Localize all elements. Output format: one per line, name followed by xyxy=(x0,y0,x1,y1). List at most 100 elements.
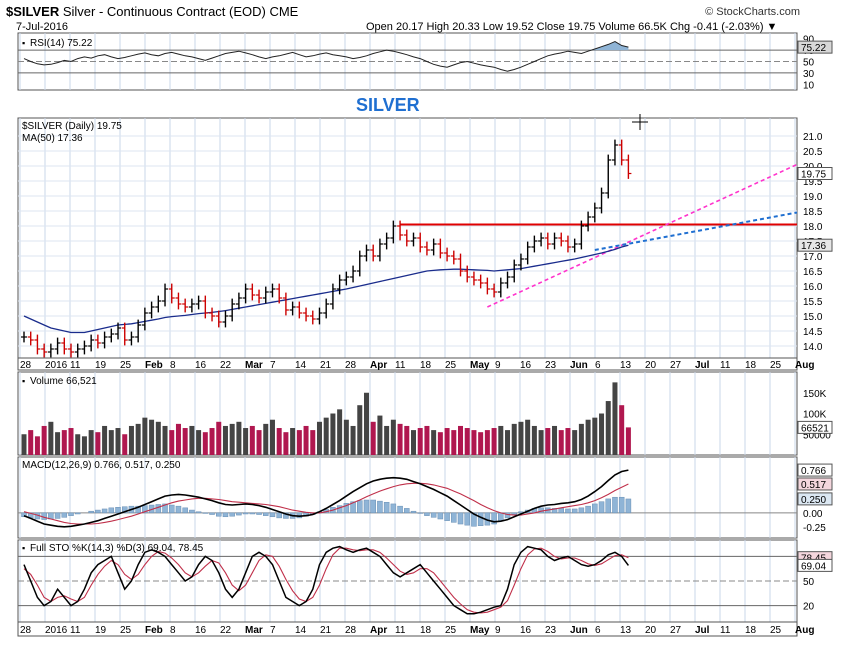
volume-bar xyxy=(545,428,551,455)
macd-histogram-bar xyxy=(578,507,585,514)
chart-symbol: $SILVER Silver - Continuous Contract (EO… xyxy=(6,4,298,19)
volume-bar xyxy=(229,423,235,455)
macd-histogram-bar xyxy=(417,512,423,514)
sto-k-line xyxy=(23,545,630,615)
bottom-x-label: 28 xyxy=(20,625,32,636)
macd-histogram-bar xyxy=(377,500,383,514)
bottom-x-label: 20 xyxy=(645,625,657,636)
price-last-close-box xyxy=(797,167,833,180)
rsi-tick-label: 90 xyxy=(803,35,815,46)
macd-histogram-bar xyxy=(74,512,81,515)
price-x-label: 13 xyxy=(620,360,632,371)
bottom-x-label: 25 xyxy=(770,625,782,636)
bottom-x-label: 27 xyxy=(670,625,682,636)
volume-bar xyxy=(377,415,383,455)
volume-bar xyxy=(88,430,94,455)
volume-bar xyxy=(209,428,215,455)
bottom-x-label: 11 xyxy=(70,625,81,636)
macd-title: MACD(12,26,9) 0.766, 0.517, 0.250 xyxy=(22,460,181,471)
price-x-label: 18 xyxy=(420,360,432,371)
bottom-x-label: 18 xyxy=(420,625,432,636)
volume-bar xyxy=(605,401,611,455)
macd-histogram-bar xyxy=(504,512,511,519)
price-legend-symbol: $SILVER (Daily) 19.75 xyxy=(22,121,122,132)
bottom-x-label: 28 xyxy=(345,625,357,636)
price-tick-label: 14.5 xyxy=(803,327,823,338)
macd-histogram-bar xyxy=(202,512,209,514)
volume-bar xyxy=(196,430,202,455)
ma-last-value: 17.36 xyxy=(801,241,826,252)
volume-bar xyxy=(531,425,537,455)
ohlc-readout: Open 20.17 High 20.33 Low 19.52 Close 19… xyxy=(366,21,778,33)
support-trendline xyxy=(487,163,798,308)
volume-bar xyxy=(491,428,497,455)
volume-bar xyxy=(283,432,289,455)
macd-histogram-bar xyxy=(162,503,168,514)
volume-legend-marker: ▪ xyxy=(22,376,25,386)
price-x-label: May xyxy=(470,360,490,371)
macd-histogram-bar xyxy=(283,512,289,519)
volume-bar xyxy=(397,423,403,455)
macd-histogram-bar xyxy=(363,499,370,514)
bottom-xaxis-strip xyxy=(17,621,798,637)
macd-histogram-bar xyxy=(168,504,175,514)
volume-bar xyxy=(625,427,631,455)
volume-bar xyxy=(444,428,450,455)
price-x-label: 22 xyxy=(220,360,232,371)
volume-bar xyxy=(565,428,571,455)
macd-histogram-bar xyxy=(464,512,470,526)
macd-histogram-bar xyxy=(383,501,390,514)
macd-histogram-bar xyxy=(437,512,444,520)
volume-bar xyxy=(276,428,282,455)
volume-bar xyxy=(337,409,343,455)
macd-histogram-bar xyxy=(182,507,188,514)
bottom-x-label: Feb xyxy=(145,625,163,636)
volume-bar xyxy=(256,430,262,455)
bottom-x-label: 22 xyxy=(220,625,232,636)
volume-bar xyxy=(48,421,54,455)
price-xaxis-strip xyxy=(17,357,798,371)
volume-bar xyxy=(585,419,591,455)
macd-histogram-bar xyxy=(336,505,343,514)
bottom-x-label: 25 xyxy=(445,625,457,636)
macd-histogram-bar xyxy=(343,503,350,514)
macd-histogram-bar xyxy=(88,510,94,514)
macd-histogram-bar xyxy=(121,506,128,514)
macd-histogram-bar xyxy=(350,501,356,514)
price-x-label: 16 xyxy=(195,360,207,371)
copyright: © StockCharts.com xyxy=(705,6,800,18)
bottom-x-label: 8 xyxy=(170,625,176,636)
volume-bar xyxy=(437,432,443,455)
volume-bar xyxy=(505,430,511,455)
volume-bar xyxy=(478,432,484,455)
volume-bar xyxy=(498,425,504,455)
macd-histogram-bar xyxy=(222,512,229,518)
volume-bar xyxy=(431,430,437,455)
macd-tick-label: 0.00 xyxy=(803,509,823,520)
volume-bar xyxy=(108,430,114,455)
volume-last-value: 66521 xyxy=(801,423,829,434)
macd-histogram-bar xyxy=(397,505,403,514)
volume-bar xyxy=(619,405,625,455)
macd-histogram-bar xyxy=(558,508,564,514)
volume-bar xyxy=(417,428,423,455)
macd-histogram-bar xyxy=(390,503,397,514)
macd-histogram-bar xyxy=(357,500,363,514)
ma-last-value-box xyxy=(797,238,833,252)
bottom-x-label: 14 xyxy=(295,625,307,636)
macd-signal-value: 0.517 xyxy=(801,480,826,491)
macd-histogram-bar xyxy=(491,512,497,525)
macd-histogram-bar xyxy=(68,512,74,516)
volume-bar xyxy=(169,430,175,455)
bottom-x-label: 18 xyxy=(745,625,757,636)
macd-histogram-bar xyxy=(477,512,484,526)
volume-bar xyxy=(323,417,329,455)
volume-tick-label: 150K xyxy=(803,389,827,400)
volume-bar xyxy=(518,421,524,455)
price-x-label: 8 xyxy=(170,360,176,371)
volume-bar xyxy=(464,428,470,455)
volume-tick-label: 50000 xyxy=(803,430,831,441)
price-panel xyxy=(17,117,798,359)
bottom-x-label: Mar xyxy=(245,625,263,636)
